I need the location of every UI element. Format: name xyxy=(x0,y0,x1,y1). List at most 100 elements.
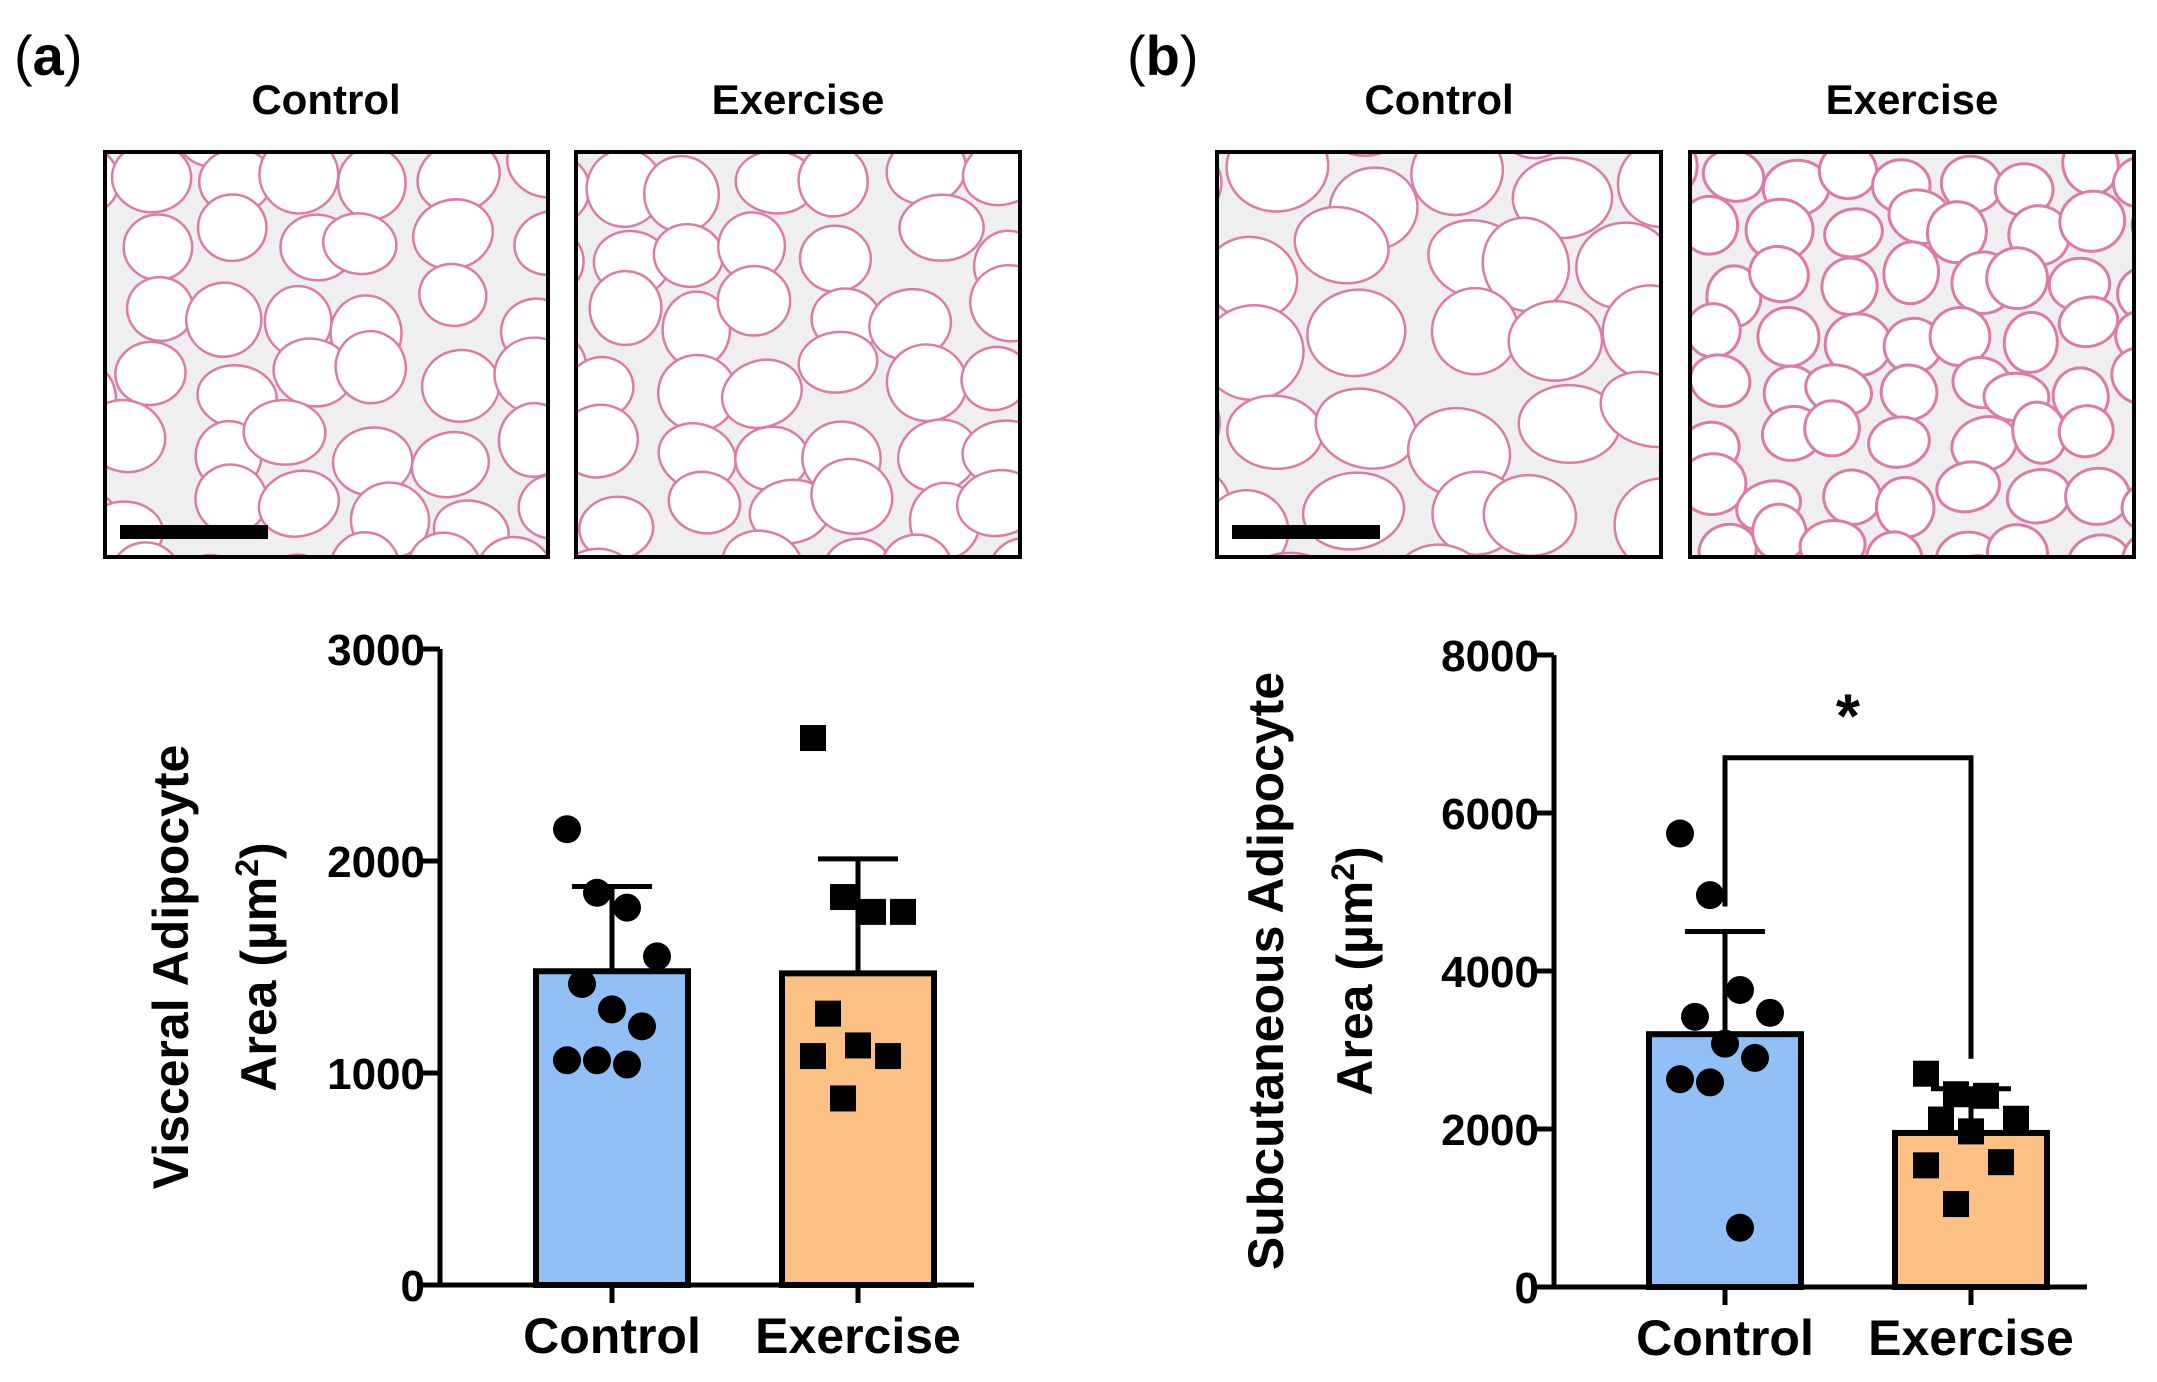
x-tick-label: Control xyxy=(523,1308,701,1364)
data-point xyxy=(860,898,886,925)
adipocyte xyxy=(2134,86,2157,148)
scale-bar xyxy=(120,525,268,539)
adipocyte xyxy=(174,152,250,169)
adipocyte xyxy=(821,537,892,557)
data-point xyxy=(583,1046,611,1075)
significance-bracket xyxy=(1722,755,1974,1059)
adipocyte xyxy=(645,557,743,643)
data-point xyxy=(1973,1082,1999,1109)
histology-image-a-exercise xyxy=(471,53,1144,643)
adipocyte xyxy=(1702,45,1820,157)
adipocyte-cells xyxy=(12,61,548,642)
adipocyte xyxy=(578,495,655,557)
adipocyte xyxy=(1217,152,1223,222)
data-point xyxy=(800,725,826,752)
adipocyte xyxy=(1511,156,1614,240)
adipocyte xyxy=(567,77,658,159)
adipocyte xyxy=(471,53,565,140)
adipocyte xyxy=(1306,288,1407,378)
adipocyte xyxy=(91,61,174,130)
data-point xyxy=(890,898,916,925)
data-point xyxy=(1681,1002,1709,1031)
histology-image-b-control xyxy=(1098,45,1820,649)
x-tick-label: Exercise xyxy=(1868,1310,2074,1366)
adipocyte xyxy=(1623,561,1692,628)
adipocyte xyxy=(110,152,193,214)
adipocyte xyxy=(1295,558,1401,649)
data-point xyxy=(1988,1149,2014,1176)
adipocyte xyxy=(260,553,334,557)
data-point xyxy=(568,969,596,998)
adipocyte xyxy=(14,560,106,642)
data-point xyxy=(1726,1213,1754,1242)
data-point xyxy=(553,815,581,844)
adipocyte xyxy=(797,152,869,218)
adipocyte xyxy=(12,287,103,367)
adipocyte xyxy=(1056,219,1129,288)
data-point xyxy=(1666,819,1694,848)
adipocyte-cells xyxy=(471,53,1144,643)
y-tick-label: 3000 xyxy=(327,626,425,675)
adipocyte xyxy=(2058,189,2127,253)
adipocyte xyxy=(517,473,548,540)
adipocyte xyxy=(1820,256,1879,316)
y-tick-label: 4000 xyxy=(1441,948,1539,997)
scale-bar xyxy=(1232,525,1380,539)
adipocyte xyxy=(961,152,1020,207)
adipocyte xyxy=(1765,79,1822,138)
adipocyte xyxy=(588,269,663,347)
adipocyte xyxy=(2057,404,2115,459)
adipocyte xyxy=(1882,240,1941,306)
adipocyte xyxy=(1803,399,1861,458)
adipocyte xyxy=(898,193,985,262)
data-point xyxy=(1741,1043,1769,1072)
data-point xyxy=(815,1000,841,1027)
adipocyte xyxy=(2060,579,2135,648)
adipocyte xyxy=(810,457,894,535)
data-point xyxy=(1726,975,1754,1004)
adipocyte xyxy=(1615,97,1673,152)
adipocyte xyxy=(1751,502,1808,557)
panel-b-label: (b) xyxy=(1127,24,1199,87)
adipocyte xyxy=(242,398,327,466)
adipocyte xyxy=(329,531,401,557)
x-tick-label: Exercise xyxy=(755,1308,961,1364)
data-point xyxy=(613,1050,641,1079)
adipocyte xyxy=(1293,205,1390,285)
adipocyte xyxy=(122,213,194,282)
adipocyte xyxy=(960,345,1020,412)
panel-b-image-title-exercise: Exercise xyxy=(1826,76,1999,123)
histology-image-a-control xyxy=(12,61,550,642)
data-point xyxy=(830,884,856,911)
data-point xyxy=(1711,1029,1739,1058)
adipocyte-cells xyxy=(1615,79,2157,648)
adipocyte xyxy=(1868,556,1929,557)
adipocyte xyxy=(114,340,187,407)
adipocyte xyxy=(1945,554,2010,557)
adipocyte xyxy=(1123,563,1220,648)
adipocyte xyxy=(2057,295,2120,349)
adipocyte xyxy=(513,210,548,276)
y-tick-label: 0 xyxy=(1515,1264,1539,1313)
adipocyte xyxy=(1748,245,1810,303)
y-tick-label: 2000 xyxy=(1441,1106,1539,1155)
panel-b-image-title-control: Control xyxy=(1364,76,1513,123)
adipocyte xyxy=(1098,223,1194,318)
data-point xyxy=(1928,1106,1954,1133)
adipocyte xyxy=(1985,246,2049,311)
adipocyte xyxy=(969,263,1020,343)
data-point xyxy=(1696,881,1724,910)
panel-a-image-title-control: Control xyxy=(251,76,400,123)
adipocyte xyxy=(1798,518,1867,557)
adipocyte xyxy=(1318,152,1415,157)
adipocyte xyxy=(1049,420,1144,506)
histology-image-b-exercise xyxy=(1615,79,2157,648)
data-point xyxy=(628,1012,656,1041)
adipocyte xyxy=(1985,523,2050,557)
adipocyte xyxy=(1867,415,1931,469)
adipocyte xyxy=(497,401,548,478)
adipocyte xyxy=(1029,463,1103,530)
adipocyte xyxy=(20,412,90,487)
data-point xyxy=(1958,1118,1984,1145)
